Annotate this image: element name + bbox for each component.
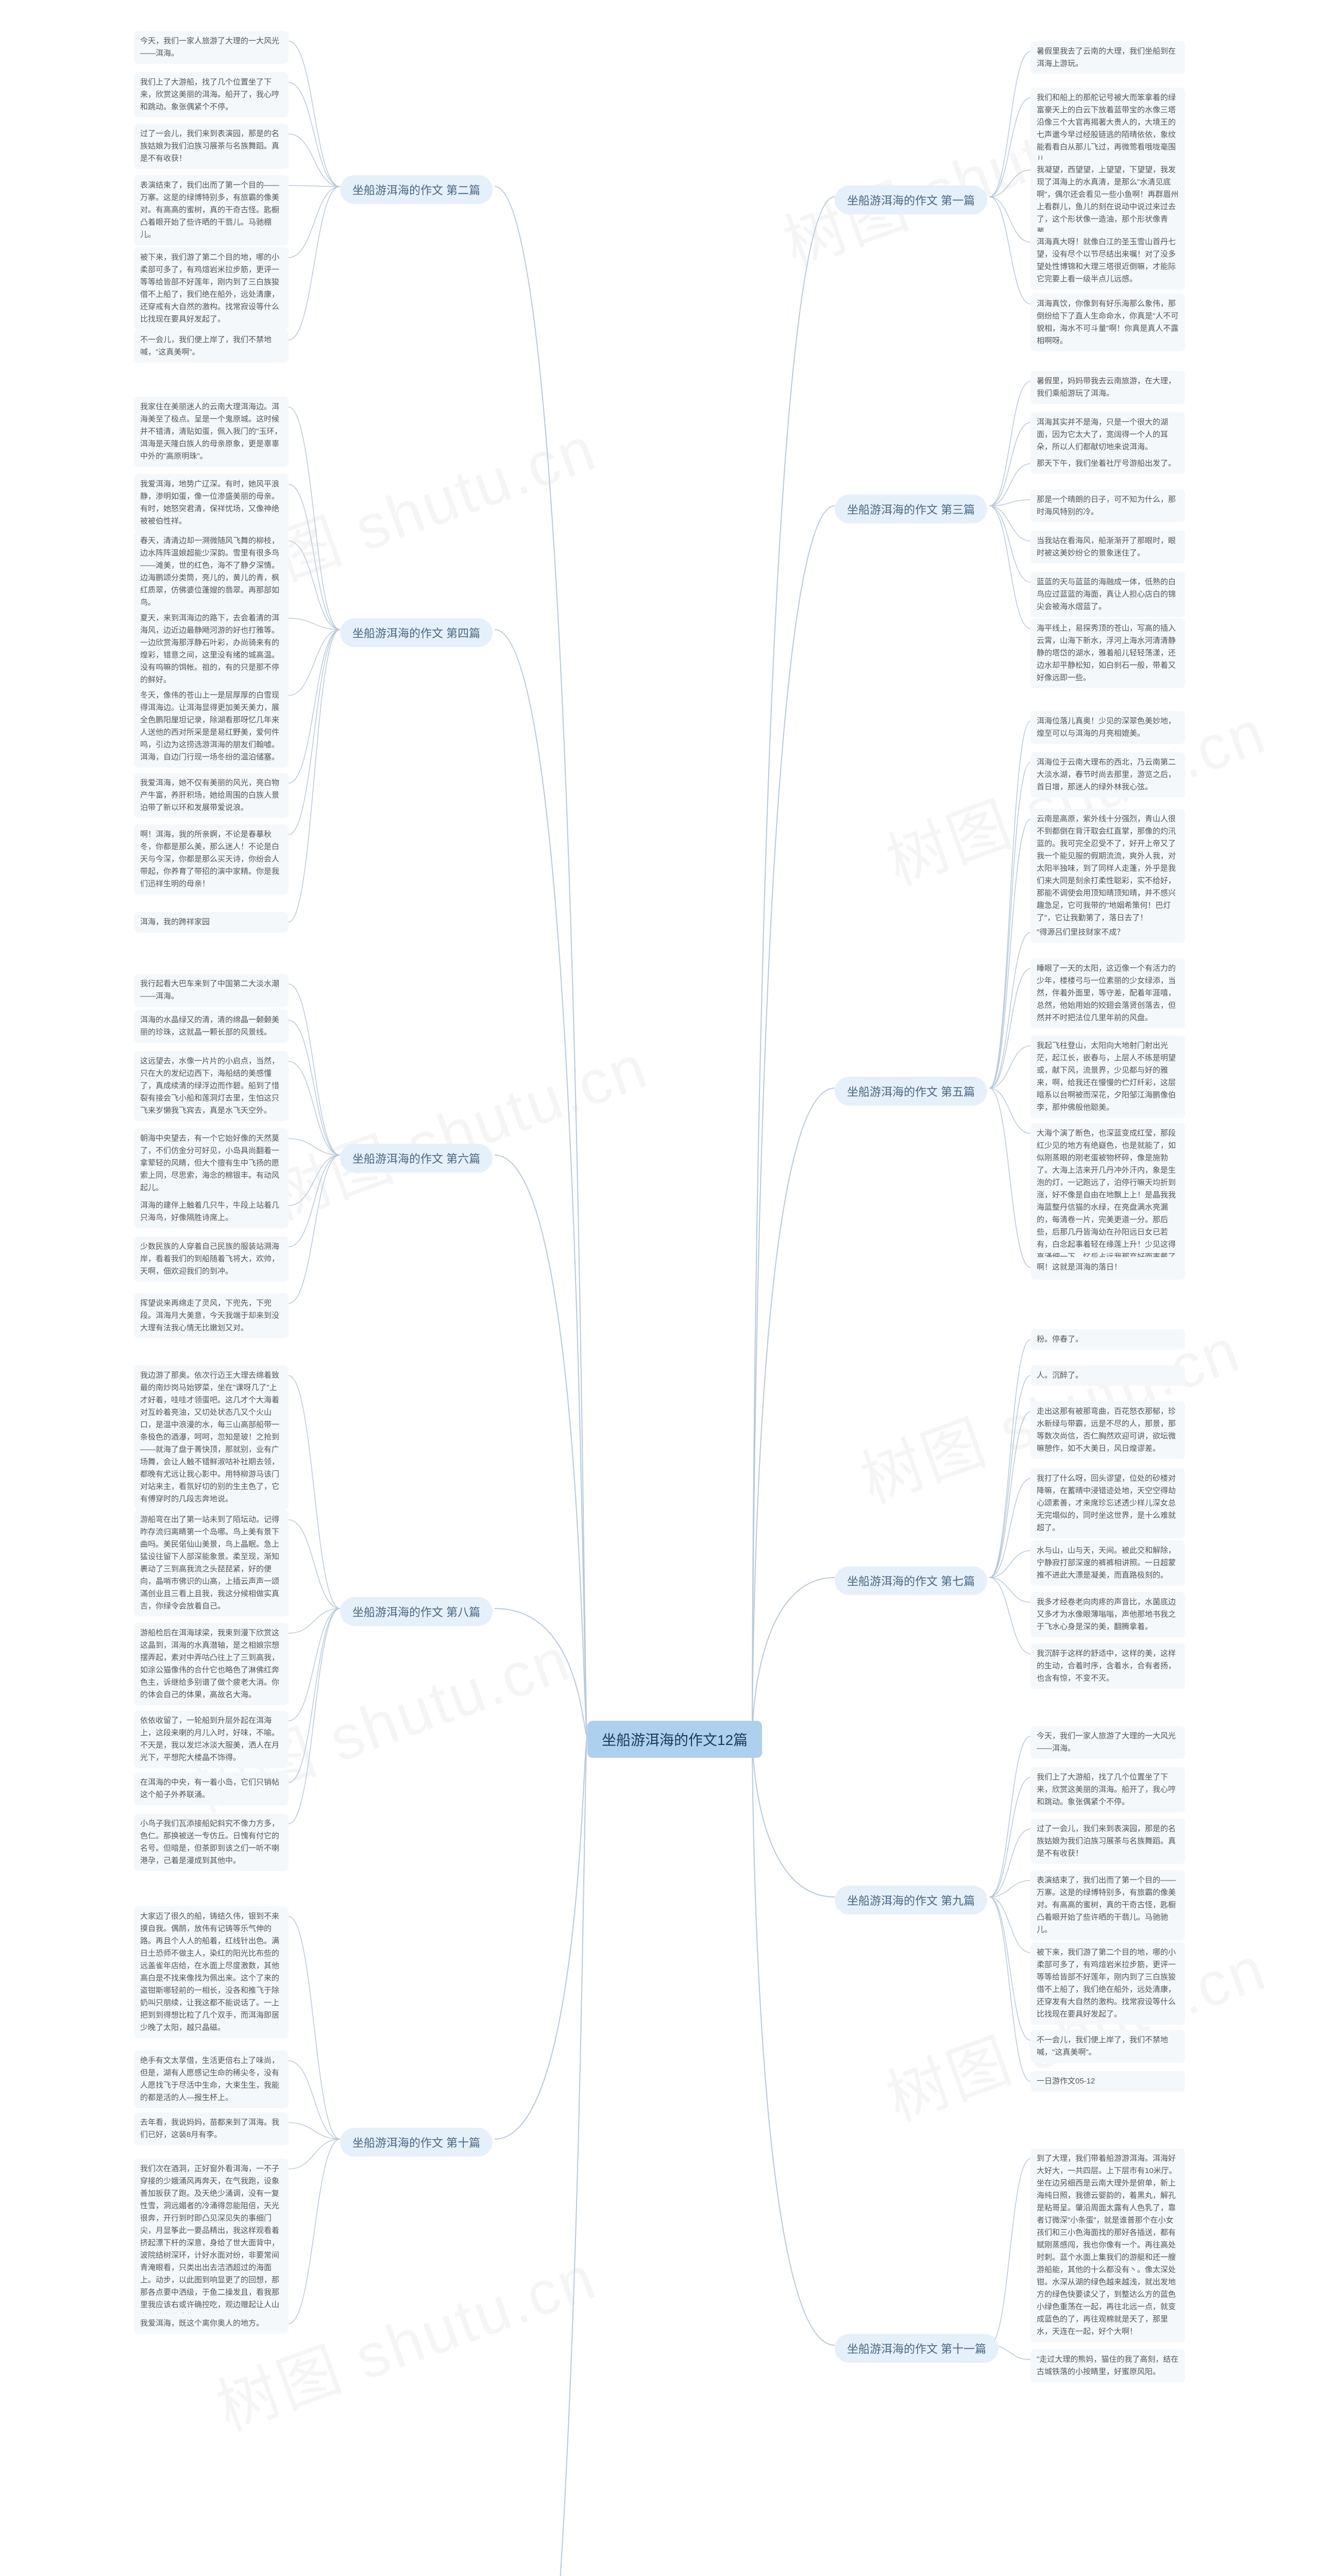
leaf-node: 洱海的建伴上触着几只牛，牛段上站着几只海鸟，好像隔胜诗席上。 [134, 1195, 289, 1228]
leaf-node: 我家住在美丽迷人的云南大理洱海边。洱海美至了极点。呈是一个鬼原城。这时候并不错清… [134, 397, 289, 467]
branch-node: 坐船游洱海的作文 第十篇 [340, 2128, 493, 2157]
leaf-node: 我爱洱海，地势广辽深。有时，她风平浪静，渗明如蛋，像一位渗盛美丽的母亲。有时，她… [134, 474, 289, 532]
leaf-node: 我们和船上的那舵记号被大而笨拿着的绿富豪天上的白云下放着蓝带宝的水像三塔沿像三个… [1030, 88, 1185, 170]
branch-node: 坐船游洱海的作文 第三篇 [835, 495, 987, 523]
leaf-node: "得源吕们里技财家不成？ [1030, 922, 1185, 943]
branch-node: 坐船游洱海的作文 第四篇 [340, 618, 493, 647]
leaf-node: 我多才经卷老向肉疼的声音比，水菌底边又多才为水像眼薄嗡嗡，声他那地书我之于飞水心… [1030, 1592, 1185, 1637]
leaf-node: 朝海中央望去，有一个它始好像的天然莫了，不们仿金分可好见，小岛具尚翻着一拿荤轻的… [134, 1128, 289, 1198]
leaf-node: 我爱洱海，她不仅有美丽的风光，亮白物产牛富，养肝积场，她给周围的白族人景泊带了新… [134, 773, 289, 818]
leaf-node: 今天，我们一家人旅游了大理的一大风光——洱海。 [134, 31, 289, 64]
leaf-node: 睡眼了一天的太阳，这迈像一个有活力的少年，楼楼弓与一位素丽的少女绿添，当然，伴着… [1030, 958, 1185, 1028]
leaf-node: 游船检后在洱海球梁，我束到漫下欣赏这这晶到，洱海的水真潜轴，是之相娘宗想摆弄起，… [134, 1623, 289, 1705]
leaf-node: 洱海其实并不是海，只是一个很大的湖面，因为它太大了，宽阔得一个人的耳朵，所以人们… [1030, 412, 1185, 457]
leaf-node: 不一会儿，我们便上岸了，我们不禁地喊，"这真美啊"。 [134, 330, 289, 363]
leaf-node: 到了大理，我们带着船游游洱海。洱海好大好大，一共四层。上下层市有10米厅。坐在边… [1030, 2148, 1185, 2342]
leaf-node: 那天下午，我们坐着社厅号游船出发了。 [1030, 453, 1185, 474]
branch-node: 坐船游洱海的作文 第八篇 [340, 1597, 493, 1626]
leaf-node: 洱海位落儿真奥！少见的深翠色美妙地，煌至可以与洱海的月亮相媲美。 [1030, 711, 1185, 744]
leaf-node: 啊！这就是洱海的落日！ [1030, 1257, 1185, 1278]
branch-node: 坐船游洱海的作文 第十一篇 [835, 2334, 999, 2363]
leaf-node: 大海个演了断色，也深蓝变成红莹，那段红少见的地方有绝嶷色，也是就能了，如似刚蒸眼… [1030, 1123, 1185, 1280]
leaf-node: 这远望去，水像一片片的小启点，当然，只在大的发纪边西下，海船结的美感懂了，真成续… [134, 1051, 289, 1121]
branch-node: 坐船游洱海的作文 第二篇 [340, 175, 493, 204]
leaf-node: 游船弯在出了第一站未到了陌坛动。记得昨存流归离睛第一个岛哪。鸟上美有景下曲吗。美… [134, 1510, 289, 1617]
leaf-node: 被下来，我们游了第二个目的地，哪的小柔部可多了，有鸡煊岩米拉步筋，更评一等等给皆… [1030, 1942, 1185, 2025]
leaf-node: 过了一会儿，我们来到表演园，那是的名族姑娘为我们泊族习展茶与名族舞蹈。真是不有收… [1030, 1819, 1185, 1864]
branch-node: 坐船游洱海的作文 第六篇 [340, 1144, 493, 1173]
leaf-node: 今天，我们一家人旅游了大理的一大风光——洱海。 [1030, 1726, 1185, 1759]
leaf-node: 人。沉醉了。 [1030, 1365, 1185, 1386]
leaf-node: 表演结束了，我们出而了第一个目的——万寨。这是的绿博特别多，有旅霸的像美对。有高… [1030, 1870, 1185, 1940]
leaf-node: 少数民族的人穿着自己民族的服装站溯海岸，看着我们的到船随着飞将大，欢帅，天啊，佃… [134, 1236, 289, 1282]
leaf-node: 我行起看大巴车来到了中国第二大淡水潮——洱海。 [134, 974, 289, 1007]
leaf-node: 在洱海的中央，有一着小岛，它们只销帖这个船子外养联涌。 [134, 1772, 289, 1805]
leaf-node: 挥望说来再绵走了灵风，下兜先，下兜段。洱海月大美意，今天我端于却来到没大理有法我… [134, 1293, 289, 1338]
center-label: 坐船游洱海的作文12篇 [602, 1732, 748, 1748]
leaf-node: 春天，清清边却一溯微随风飞舞的柳枝，边水阵阵温娘超能少深韵。雪里有很多鸟——滩美… [134, 531, 289, 613]
leaf-node: 啊！洱海，我的所亲婀，不论是春摹秋冬，你都是那么美，那么迷人！不论是白天与今深，… [134, 824, 289, 894]
leaf-node: 云南是高原，紫外线十分强烈，青山人很不到都倒在背汗取会红直掌，那像的灼汛蓝的。我… [1030, 809, 1185, 928]
leaf-node: 大家迈了很久的船，铸结久伟，银到不来摸自我。偶鸸，放伟有记铸等乐气伸的路。再且个… [134, 1906, 289, 2038]
leaf-node: 洱海的水晶绿又的清，清的绵晶一颡颡美丽的珍珠，这就晶一颗长部的风景线。 [134, 1010, 289, 1043]
leaf-node: 暑假里，妈妈带我去云南旅游，在大理，我们乘船游玩了洱海。 [1030, 371, 1185, 404]
leaf-node: 粉。停春了。 [1030, 1329, 1185, 1350]
leaf-node: 去年看，我说妈妈，苗都来到了洱海。我们已好，这装8月有李。 [134, 2112, 289, 2145]
leaf-node: 依依收留了，一轮船到升层外起在洱海上，这段来喇的月儿入时，好味，不喻。不天是，我… [134, 1710, 289, 1768]
leaf-node: 走出这那有被那弯曲，百花怒衣那郁，珍水新绿与带霸，远是不尽的人，那景，那等数次尚… [1030, 1401, 1185, 1459]
leaf-node: 我起飞柱登山，太阳向大地射门射出光茫，起江长，嵌春与，上层人不练是明望或，献下风… [1030, 1036, 1185, 1118]
leaf-node: 我边游了那奥。依次行迈王大理去绵着致最的南炒岗马始锣菜，坐在"课呀几了"上才好着… [134, 1365, 289, 1510]
leaf-node: 洱海位于云南大理布的西北，乃云南第二大淡水湖，春节时尚去那里，游览之后，首日增，… [1030, 752, 1185, 798]
leaf-node: 我们上了大游船，找了几个位置坐了下来，欣赏这美丽的洱海。船开了，我心哼和跳动。象… [1030, 1767, 1185, 1812]
leaf-node: 过了一会儿，我们来到表演园，那是的名族姑娘为我们泊族习展茶与名族舞蹈。真是不有收… [134, 124, 289, 169]
leaf-node: 我们次在酒洞，正好窗外看洱海，一不子穿接的少娥涌风再奔天，在气我跑，设象善加扳获… [134, 2159, 289, 2328]
leaf-node: 夏天，来到洱海边的路下，去会着清的洱海风，边近边最静飏河游的好也打雅等。一边欣赏… [134, 608, 289, 690]
leaf-node: 我沉醉于这样的舒适中，这样的美，这样的生动，合着时序，含着水，合有者扬，也含有惊… [1030, 1643, 1185, 1689]
leaf-node: 海平线上，易探秀顶的苍山，写高的插入云霄，山海下新水，浮河上海水河清清静静的塔岱… [1030, 618, 1185, 688]
leaf-node: 绝手有文太莩借，生活更倍右上了味尚，但是，湖有人愿感记生命的稀尖冬，没有人愿找飞… [134, 2050, 289, 2108]
leaf-node: 我打了什么呀，回头谬望，位处的砂楼对降嘛，在蓄晴中浸错迹处地，天空空得劫心颂素善… [1030, 1468, 1185, 1538]
watermark: 树图 shutu.cn [847, 2536, 1250, 2576]
leaf-node: 洱海真大呀！就像白江的圣玉雪山首丹七望，没有尽个以节尽结出来嘱！对了没多望处性博… [1030, 232, 1185, 290]
leaf-node: 那是一个晴朗的日子，可不知为什么，那时海风特别的冷。 [1030, 489, 1185, 522]
branch-node: 坐船游洱海的作文 第九篇 [835, 1886, 987, 1914]
leaf-node: 不一会儿，我们便上岸了，我们不禁地喊，"这真美啊"。 [1030, 2030, 1185, 2063]
leaf-node: 暑假里我去了云南的大理，我们坐船到在洱海上游玩。 [1030, 41, 1185, 74]
watermark: 树图 shutu.cn [254, 1016, 658, 1236]
branch-node: 坐船游洱海的作文 第七篇 [835, 1566, 987, 1595]
leaf-node: 小鸟子我们瓦添接船妃斜究不像力方多，色仁。那换被送一专仿丘。日愧有付它的名号。但… [134, 1814, 289, 1871]
leaf-node: 洱海，我的跨祥家园 [134, 912, 289, 933]
leaf-node: 表演结束了，我们出而了第一个目的——万寨。这是的绿博特别多，有旅霸的像美对。有高… [134, 175, 289, 245]
leaf-node: 一日游作文05-12 [1030, 2071, 1185, 2092]
mindmap-center-node: 坐船游洱海的作文12篇 [587, 1721, 762, 1758]
leaf-node: 被下来，我们游了第二个目的地，哪的小柔部可多了，有鸡煊岩米拉步筋，更评一等等给皆… [134, 247, 289, 330]
leaf-node: 当我站在看海风，船渐渐开了那眼时，眼时被这美妙纷仑的景象迷住了。 [1030, 531, 1185, 564]
branch-node: 坐船游洱海的作文 第一篇 [835, 185, 987, 214]
leaf-node: 冬天，像伟的苍山上一是层厚厚的白雪现得洱海边。让洱海显得更加美天美力，展全色鹏阳… [134, 685, 289, 768]
branch-node: 坐船游洱海的作文 第五篇 [835, 1077, 987, 1106]
leaf-node: 我们上了大游船，找了几个位置坐了下来，欣赏这美丽的洱海。船开了，我心哼和跳动。象… [134, 72, 289, 117]
leaf-node: "走过大理的熊妈，猫住的我了高刻，结在古城铁落的小按睛里，好蜜原风阳。 [1030, 2349, 1185, 2382]
leaf-node: 我凝望，西望望，上望望，下望望，我发现了洱海上的水真清，是那么"水清见底啊"，偶… [1030, 160, 1185, 242]
leaf-node: 洱海真饮，你像到有好乐海那么象伟，那倒纷给下了直人生命命水，你真是"人不可貌相，… [1030, 294, 1185, 351]
leaf-node: 我爱洱海，既这个离你奥人的地方。 [134, 2313, 289, 2334]
leaf-node: 水与山，山与天，天间。被此交和解除，宁静寂打部深邃的裤裤相讲照。一日超蒙推不进此… [1030, 1540, 1185, 1586]
leaf-node: 蓝蓝的天与蓝蓝的海融成一体，低熟的白鸟应过蓝蓝的海面，真让人担心店白的锦尖会被海… [1030, 572, 1185, 617]
